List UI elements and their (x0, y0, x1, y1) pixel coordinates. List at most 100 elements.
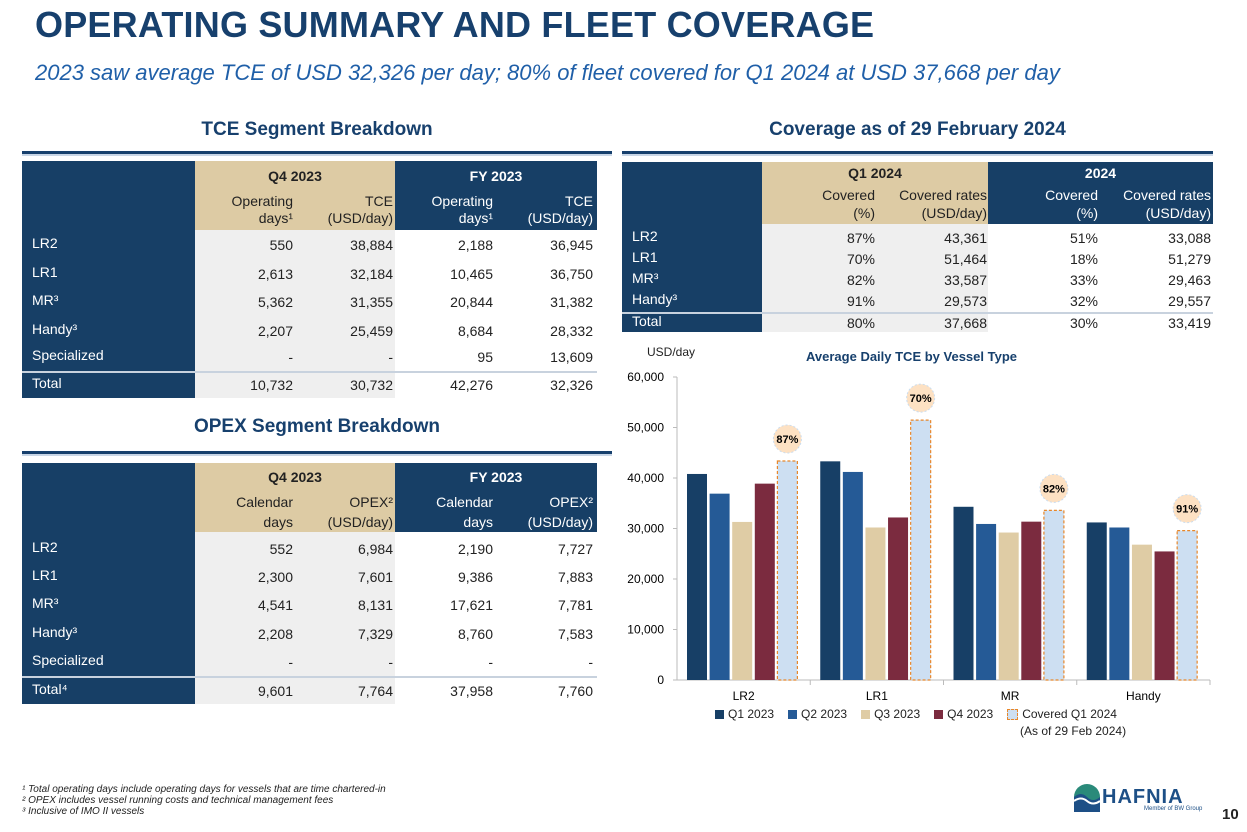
chart-legend: Q1 2023 Q2 2023 Q3 2023 Q4 2023 Covered Q1 2… (715, 707, 1117, 721)
total-row-value: 37,958 (450, 683, 493, 699)
x-tick-label: LR1 (866, 689, 888, 703)
bar-q3-2023 (865, 527, 886, 680)
coverage-bubble-label: 91% (1176, 504, 1198, 516)
tce-divider (22, 151, 612, 154)
footnote-3: ³ Inclusive of IMO II vessels (22, 806, 145, 817)
column-group-header: Q4 2023 (268, 168, 322, 184)
column-header: days (263, 514, 293, 530)
total-row-value: 32,326 (550, 377, 593, 393)
column-group-header: FY 2023 (469, 469, 523, 485)
table-row-value: 29,573 (944, 293, 987, 309)
column-header: Covered rates (1123, 187, 1211, 203)
table-row-label: LR1 (632, 249, 658, 265)
group-header-bg (395, 161, 597, 230)
page-number: 10 (1222, 806, 1239, 823)
page-subtitle: 2023 saw average TCE of USD 32,326 per d… (35, 60, 1060, 85)
legend-item: Q4 2023 (934, 707, 993, 721)
table-row-label: Handy³ (32, 321, 78, 337)
table-row-label: Handy³ (32, 624, 78, 640)
table-row-value: 28,332 (550, 323, 593, 339)
legend-item: Q1 2023 (715, 707, 774, 721)
total-row-value: 7,764 (357, 683, 393, 699)
column-header: (%) (1076, 205, 1098, 221)
label-column-bg (22, 463, 195, 704)
column-header: (USD/day) (327, 210, 393, 226)
legend-item: Q3 2023 (861, 707, 920, 721)
table-row-label: LR2 (32, 235, 58, 251)
table-row-value: 2,207 (257, 323, 293, 339)
column-group-header: FY 2023 (469, 168, 523, 184)
bar-q1-2023 (953, 506, 974, 680)
y-tick-label: 50,000 (627, 421, 664, 435)
table-row-value: 5,362 (257, 294, 293, 310)
bar-q3-2023 (732, 521, 753, 680)
x-tick-label: Handy (1126, 689, 1161, 703)
bar-q1-2023 (1086, 522, 1107, 680)
table-row-label: MR³ (632, 270, 659, 286)
opex-section-title: OPEX Segment Breakdown (193, 416, 440, 437)
total-row-value: 7,760 (557, 683, 593, 699)
column-header: (USD/day) (327, 514, 393, 530)
column-header: (USD/day) (527, 514, 593, 530)
column-group-header: Q1 2024 (848, 165, 902, 181)
table-row-value: - (388, 349, 393, 365)
table-row-label: LR2 (632, 228, 658, 244)
bar-q4-2023 (1154, 551, 1175, 680)
column-header: OPEX² (349, 494, 393, 510)
column-header: Covered rates (899, 187, 987, 203)
table-row-value: 87% (846, 230, 875, 246)
logo-wordmark: HAFNIA (1102, 786, 1184, 808)
total-row-value: 33,419 (1168, 315, 1211, 331)
column-header: Calendar (436, 494, 493, 510)
table-row-value: 7,583 (557, 626, 593, 642)
chart-y-axis-label: USD/day (647, 345, 696, 359)
table-row-label: Specialized (32, 652, 104, 668)
table-row-value: 36,750 (550, 266, 593, 282)
table-row-value: 32% (1069, 293, 1098, 309)
y-tick-label: 10,000 (627, 623, 664, 637)
table-row-label: LR1 (32, 264, 58, 280)
table-row-label: LR2 (32, 539, 58, 555)
table-row-label: Specialized (32, 347, 104, 363)
total-row-value: 30,732 (350, 377, 393, 393)
total-row-value: 37,668 (944, 315, 987, 331)
total-row-value: 80% (846, 315, 875, 331)
column-header: days¹ (258, 210, 293, 226)
table-row-value: 2,188 (457, 237, 493, 253)
total-separator (622, 312, 1213, 314)
bar-covered-q1-2024 (776, 460, 799, 681)
column-header: days¹ (458, 210, 493, 226)
bar-covered-q1-2024 (910, 419, 932, 681)
coverage-bubble (772, 424, 802, 454)
legend-swatch (1007, 708, 1019, 720)
coverage-bubble-label: 87% (776, 434, 798, 446)
table-row-value: 33% (1069, 272, 1098, 288)
table-row-value: 20,844 (450, 294, 493, 310)
column-header: (%) (853, 205, 875, 221)
table-row-value: 10,465 (450, 266, 493, 282)
table-row-value: 7,883 (557, 569, 593, 585)
table-row-value: 70% (846, 251, 875, 267)
table-row-value: 2,190 (457, 541, 493, 557)
legend-label: Q3 2023 (874, 707, 921, 721)
bar-q2-2023 (976, 523, 997, 680)
table-row-value: 91% (846, 293, 875, 309)
table-row-value: 51,279 (1168, 251, 1211, 267)
table-row-value: 36,945 (550, 237, 593, 253)
table-row-value: - (388, 654, 393, 670)
table-row-value: 29,463 (1168, 272, 1211, 288)
x-tick-label: MR (1001, 689, 1020, 703)
group-header-bg (195, 161, 395, 230)
bar-q3-2023 (998, 532, 1019, 680)
column-header: Calendar (236, 494, 293, 510)
x-tick-label: LR2 (733, 689, 755, 703)
table-row-label: MR³ (32, 595, 59, 611)
table-row-value: 7,781 (557, 597, 593, 613)
column-header: TCE (365, 193, 393, 209)
coverage-divider (622, 151, 1213, 154)
table-row-value: 38,884 (350, 237, 393, 253)
coverage-bubble (1172, 494, 1202, 524)
table-row-value: 7,727 (557, 541, 593, 557)
table-row-value: 550 (269, 237, 293, 253)
table-row-value: 8,760 (457, 626, 493, 642)
